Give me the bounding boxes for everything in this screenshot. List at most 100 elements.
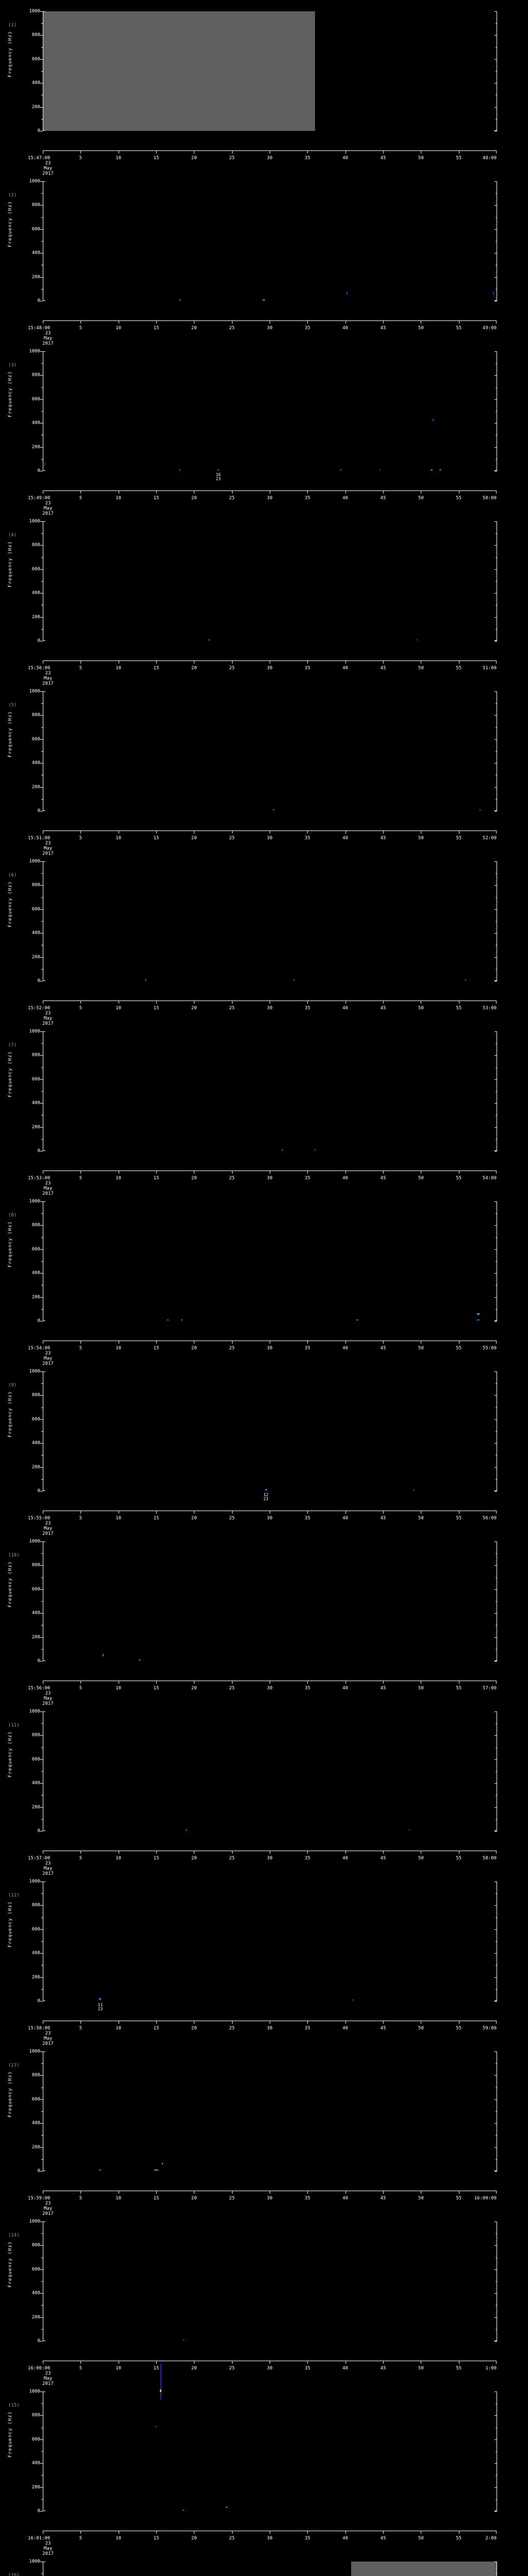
x-axis-tick: [383, 831, 384, 834]
y-axis-minor-tick-right: [496, 1261, 497, 1262]
y-axis-tick-label: 800: [31, 2413, 40, 2418]
x-axis-tick: [345, 1851, 346, 1854]
x-axis-tick-label: 54:00: [482, 1176, 497, 1181]
panel-number-label: (13): [8, 2063, 20, 2068]
y-axis-minor-tick: [41, 1649, 43, 1650]
x-axis-tick-label: 5: [79, 2026, 82, 2031]
date-line: 23: [45, 501, 51, 506]
x-axis-tick: [80, 2531, 81, 2534]
y-axis-tick-right: [494, 181, 497, 182]
x-axis-tick: [345, 1001, 346, 1004]
y-axis-tick-right: [494, 739, 497, 740]
y-axis-tick-label: 1000: [29, 1199, 40, 1204]
y-axis-tick: [40, 59, 43, 60]
date-label: 23 May 2017: [35, 841, 61, 856]
x-axis-tick: [80, 1511, 81, 1514]
y-axis-minor-tick: [41, 363, 43, 364]
x-axis-tick: [383, 1001, 384, 1004]
y-axis-tick-label: 1000: [29, 2219, 40, 2224]
y-axis-tick-right: [494, 351, 497, 352]
y-axis-tick-label: 400: [31, 2291, 40, 2296]
date-line: 2017: [42, 2381, 54, 2386]
date-label: 23 May 2017: [35, 331, 61, 346]
y-axis-minor-tick: [41, 897, 43, 898]
x-axis-tick: [80, 320, 81, 324]
x-axis-tick-label: 25: [229, 2026, 235, 2031]
x-axis-tick: [232, 2021, 233, 2024]
y-axis-tick-label: 400: [31, 2461, 40, 2466]
x-axis-tick-label: 15: [153, 496, 159, 501]
x-axis-tick: [345, 150, 346, 154]
x-axis-tick-label: 45: [380, 2196, 386, 2201]
y-axis-tick-label: 200: [31, 2314, 40, 2320]
plot-area: [43, 1882, 497, 2001]
y-axis-tick-right: [494, 1031, 497, 1032]
y-axis-tick-right: [494, 1541, 497, 1542]
y-axis-minor-tick-right: [496, 921, 497, 922]
x-axis-tick: [156, 1511, 157, 1514]
y-axis-tick-label: 1000: [29, 1539, 40, 1544]
y-axis-tick-right: [494, 957, 497, 958]
plot-area: [43, 1711, 497, 1831]
y-axis-tick-label: 1000: [29, 349, 40, 354]
x-axis-tick-label: 25: [229, 836, 235, 841]
y-axis-tick-label: 600: [31, 2436, 40, 2442]
x-axis-tick: [156, 2021, 157, 2024]
plot-area: [43, 2052, 497, 2171]
x-axis-tick-label: 15: [153, 1176, 159, 1181]
y-axis-tick-right: [494, 1055, 497, 1056]
x-axis-tick: [232, 1171, 233, 1174]
y-axis-tick-label: 600: [31, 736, 40, 742]
detection-mark: [265, 1488, 267, 1490]
plot-area: [43, 691, 497, 811]
date-label: 23 May 2017: [35, 501, 61, 516]
x-axis-tick-label: 50: [418, 1516, 424, 1521]
y-axis-tick-label: 400: [31, 1951, 40, 1956]
y-axis-title: Frequency (Hz): [8, 2241, 13, 2287]
y-axis-minor-tick: [41, 703, 43, 704]
x-axis-tick-label: 51:00: [482, 666, 497, 671]
y-axis-tick: [40, 763, 43, 764]
detection-mark: [493, 291, 494, 295]
date-line: May: [43, 676, 53, 681]
x-axis-tick: [345, 2531, 346, 2534]
panel-number-label: (15): [8, 2403, 20, 2408]
y-axis-tick-label: 200: [31, 1124, 40, 1130]
y-axis-minor-tick: [41, 47, 43, 48]
detection-mark: [160, 2364, 161, 2400]
x-axis-tick-label: 15: [153, 1006, 159, 1011]
y-axis-minor-tick: [41, 629, 43, 630]
x-axis-tick: [80, 1851, 81, 1854]
x-axis-tick: [383, 490, 384, 494]
x-axis-tick: [345, 490, 346, 494]
x-axis-tick: [156, 1171, 157, 1174]
y-axis-minor-tick: [41, 289, 43, 290]
y-axis-tick-label: 800: [31, 713, 40, 718]
y-axis-minor-tick-right: [496, 411, 497, 412]
y-axis-tick-label: 200: [31, 954, 40, 960]
panel-number-label: (11): [8, 1723, 20, 1728]
y-axis-tick-label: 600: [31, 1246, 40, 1252]
y-axis-minor-tick: [41, 217, 43, 218]
y-axis-tick-label: 400: [31, 1440, 40, 1446]
x-axis-tick-label: 5: [79, 1686, 82, 1691]
y-axis-tick-label: 0: [37, 468, 40, 473]
y-axis-minor-tick-right: [496, 533, 497, 534]
y-axis-tick-right: [494, 861, 497, 862]
y-axis-tick: [40, 787, 43, 788]
date-label: 23 May 2017: [35, 2031, 61, 2046]
y-axis-tick-label: 200: [31, 784, 40, 790]
x-axis-tick: [383, 1171, 384, 1174]
x-axis-tick: [232, 2531, 233, 2534]
y-axis-tick-label: 1000: [29, 689, 40, 694]
y-axis-minor-tick: [41, 2499, 43, 2500]
x-axis-tick-label: 30: [267, 1686, 273, 1691]
detection-mark: [99, 2170, 102, 2171]
date-line: 23: [45, 1521, 51, 1526]
x-axis-tick-label: 30: [267, 496, 273, 501]
x-axis-tick: [80, 831, 81, 834]
x-axis-tick-label: 55: [456, 496, 462, 501]
detection-mark: [167, 1319, 169, 1321]
x-axis-tick-label: 5: [79, 1176, 82, 1181]
y-axis-minor-tick: [41, 387, 43, 388]
